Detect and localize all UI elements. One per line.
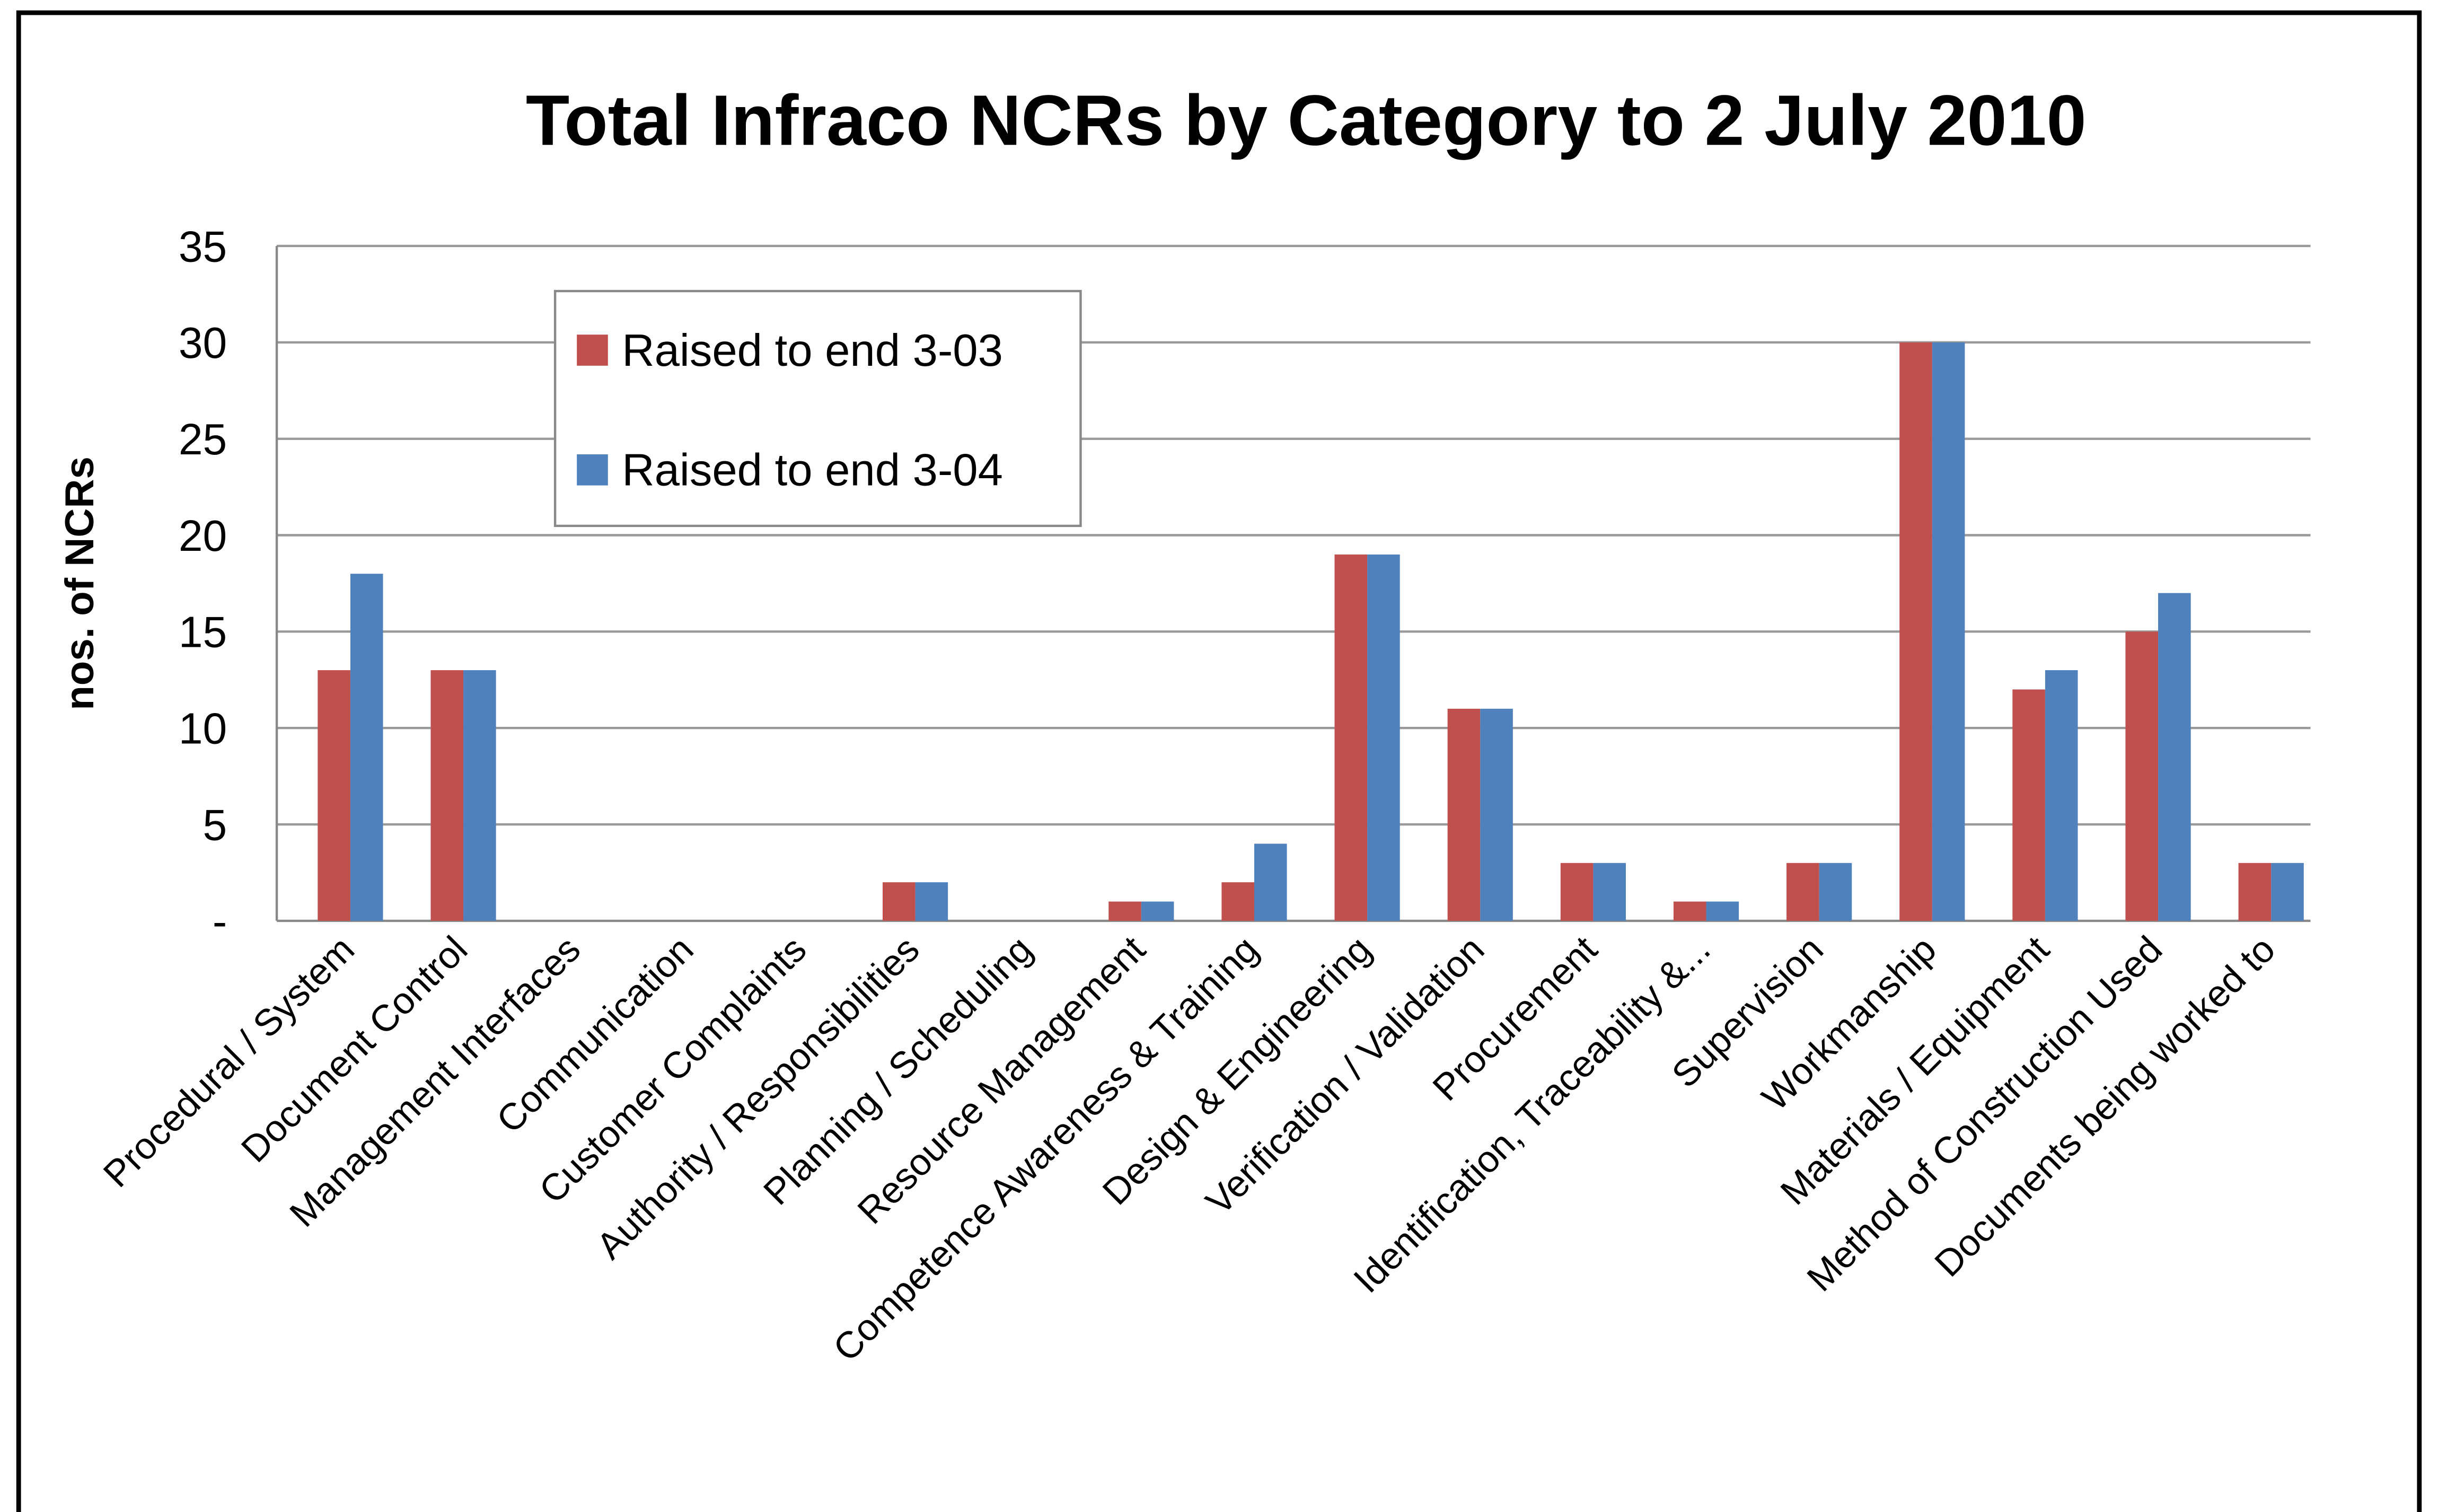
- bar: [2238, 863, 2272, 921]
- y-tick-label: 15: [179, 609, 227, 657]
- bar: [2045, 670, 2078, 921]
- bar: [882, 882, 916, 921]
- bar: [1932, 342, 1965, 921]
- y-tick-label: -: [213, 898, 227, 946]
- bar: [1899, 342, 1932, 921]
- bar: [2158, 593, 2191, 921]
- bar: [1706, 901, 1739, 921]
- legend-label: Raised to end 3-04: [622, 445, 1003, 496]
- legend-entries: Raised to end 3-03 Raised to end 3-04: [577, 326, 1003, 496]
- bar: [1334, 554, 1368, 921]
- legend: [553, 289, 1082, 528]
- bar: [318, 670, 350, 921]
- bar: [1254, 843, 1287, 921]
- y-tick-label: 35: [179, 223, 227, 271]
- bars: [318, 342, 2304, 921]
- bar: [1367, 554, 1400, 921]
- legend-swatch: [577, 454, 608, 486]
- y-tick-label: 30: [179, 319, 227, 367]
- y-tick-label: 25: [179, 416, 227, 464]
- bar: [1786, 863, 1819, 921]
- bar: [1560, 863, 1594, 921]
- bar: [1480, 708, 1513, 921]
- chart-title: Total Infraco NCRs by Category to 2 July…: [526, 80, 2087, 160]
- bar: [2125, 631, 2159, 921]
- bar: [1673, 901, 1706, 921]
- bar: [1141, 901, 1174, 921]
- bar: [1108, 901, 1141, 921]
- bar: [1819, 863, 1852, 921]
- bar: [350, 574, 383, 921]
- bar: [2012, 689, 2045, 921]
- bar: [463, 670, 496, 921]
- y-tick-label: 20: [179, 512, 227, 560]
- bar: [1593, 863, 1626, 921]
- legend-label: Raised to end 3-03: [622, 326, 1003, 376]
- bar: [915, 882, 948, 921]
- bar: [2271, 863, 2304, 921]
- y-axis-label: nos. of NCRs: [57, 456, 102, 710]
- legend-swatch: [577, 335, 608, 366]
- y-tick-label: 10: [179, 705, 227, 753]
- y-tick-label: 5: [203, 801, 227, 849]
- bar: [1447, 708, 1481, 921]
- bar: [1221, 882, 1254, 921]
- bar: [430, 670, 464, 921]
